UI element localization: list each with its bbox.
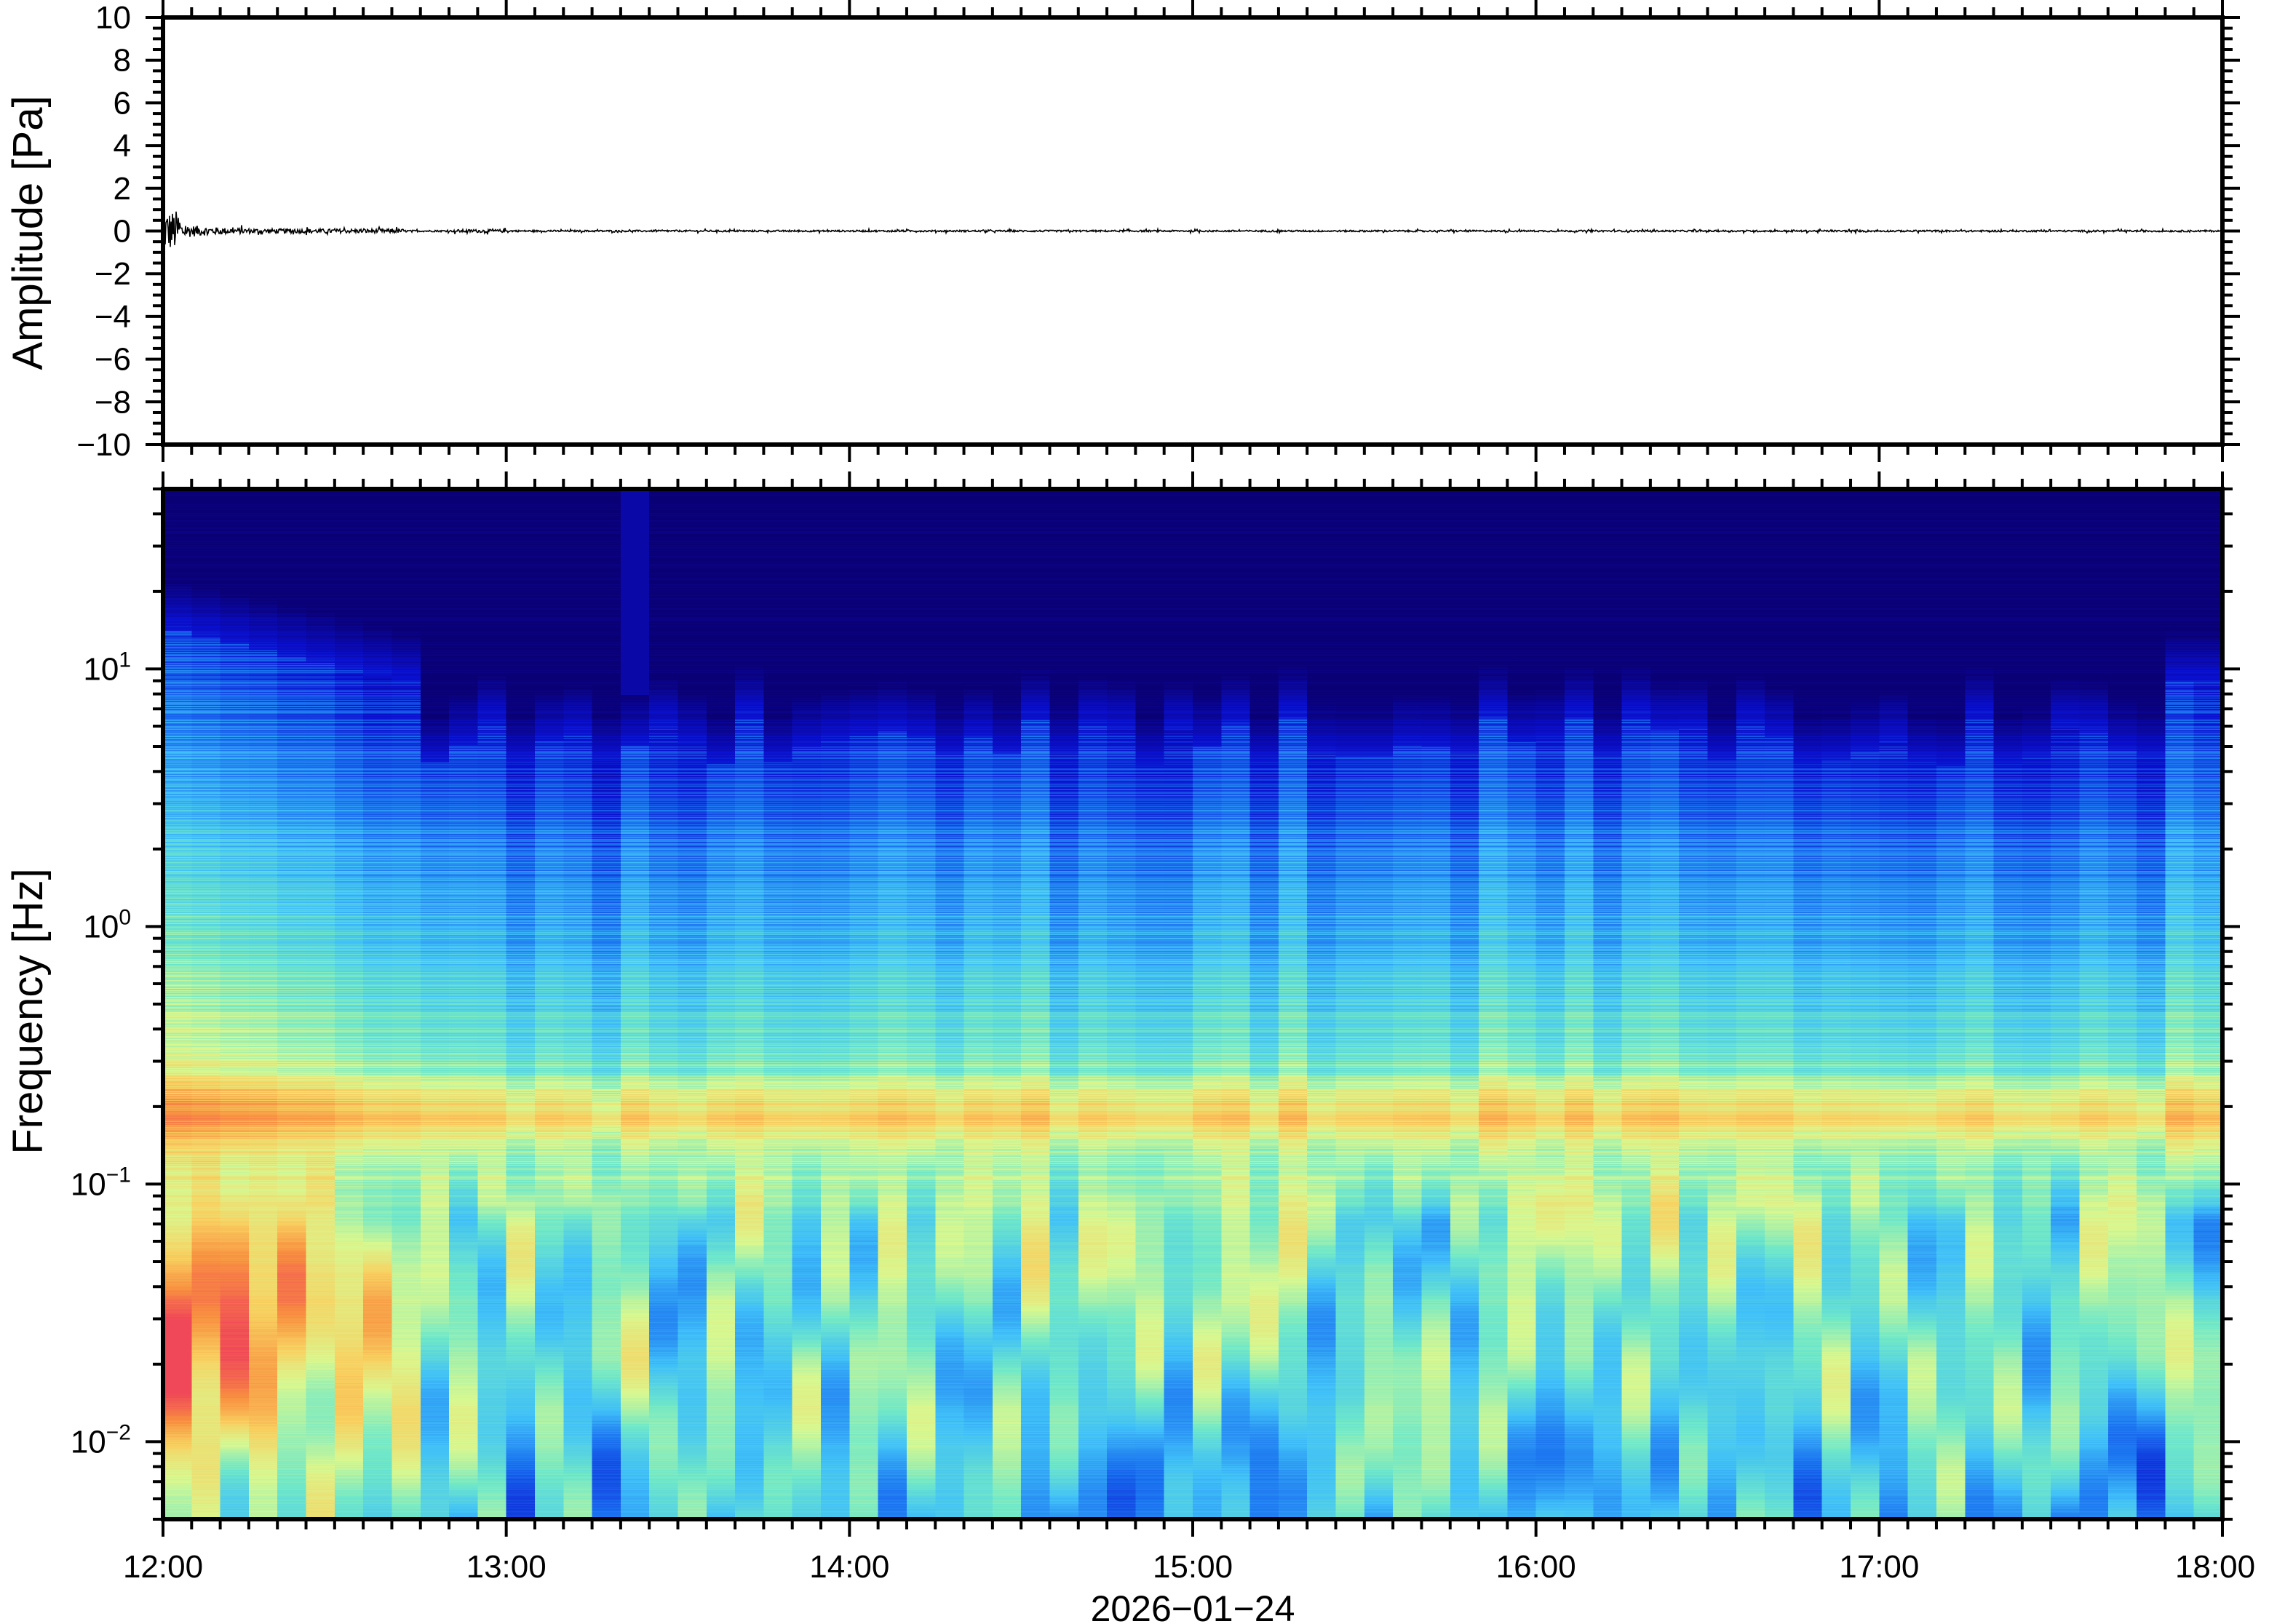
spectrogram-frame: [161, 487, 2225, 1521]
freq-tick-label: 10−2: [71, 1420, 131, 1460]
tick-exponent: −1: [106, 1163, 131, 1187]
amplitude-tick-label: 8: [114, 43, 131, 79]
time-tick-label: 14:00: [809, 1549, 889, 1585]
freq-tick-label: 101: [83, 648, 131, 687]
frequency-axis-label: Frequency [Hz]: [4, 868, 52, 1154]
waveform-line: [162, 211, 2222, 247]
tick-exponent: 1: [119, 648, 131, 672]
waveform-panel: [162, 211, 2222, 247]
freq-tick-label: 100: [83, 905, 131, 944]
time-tick-label: 18:00: [2175, 1549, 2255, 1585]
tick-exponent: −2: [106, 1420, 131, 1444]
amplitude-tick-label: −8: [95, 384, 131, 420]
amplitude-axis-label: Amplitude [Pa]: [4, 95, 52, 370]
time-tick-label: 13:00: [466, 1549, 547, 1585]
time-tick-label: 15:00: [1153, 1549, 1233, 1585]
tick-base: 10: [83, 909, 119, 944]
amplitude-tick-label: 6: [114, 85, 131, 121]
amplitude-tick-label: 4: [114, 128, 131, 164]
amplitude-tick-label: −4: [95, 299, 131, 335]
time-tick-label: 17:00: [1839, 1549, 1919, 1585]
spectrogram-heatmap: [163, 489, 2222, 1519]
x-axis-label: 2026−01−24: [1091, 1588, 1295, 1624]
tick-base: 10: [71, 1166, 106, 1202]
freq-tick-label: 10−1: [71, 1163, 131, 1202]
tick-base: 10: [83, 651, 119, 687]
amplitude-tick-label: 2: [114, 171, 131, 207]
amplitude-tick-label: 10: [95, 0, 131, 36]
time-tick-label: 16:00: [1496, 1549, 1576, 1585]
tick-base: 10: [71, 1424, 106, 1460]
time-tick-label: 12:00: [123, 1549, 203, 1585]
amplitude-tick-label: 0: [114, 214, 131, 250]
tick-exponent: 0: [119, 905, 131, 929]
amplitude-tick-label: −6: [95, 342, 131, 378]
amplitude-tick-label: −2: [95, 256, 131, 292]
amplitude-tick-label: −10: [76, 427, 131, 463]
